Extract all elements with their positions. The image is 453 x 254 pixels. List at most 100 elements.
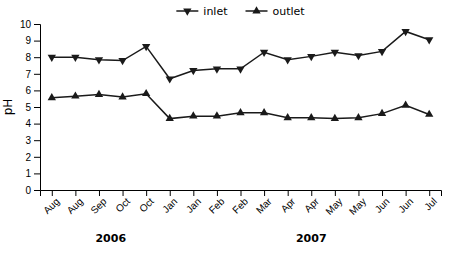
x-tick: Jun <box>396 190 415 215</box>
y-axis-title: pH <box>1 99 15 116</box>
y-tick: 3 <box>25 135 40 146</box>
series-marker <box>189 111 197 118</box>
y-tick-label: 4 <box>25 118 31 129</box>
y-tick-mark <box>34 24 40 25</box>
plot-area: 012345678910AugAugSepOctOctJanJanFebFebM… <box>20 19 442 217</box>
legend: inlet outlet <box>176 5 305 18</box>
x-tick-label: Jan <box>160 196 179 215</box>
x-axis-line <box>41 191 442 197</box>
x-tick-mark <box>99 190 100 196</box>
y-tick-mark <box>34 157 40 158</box>
series-marker <box>166 76 174 83</box>
series-marker <box>236 108 244 115</box>
y-tick-mark <box>34 57 40 58</box>
y-tick-label: 6 <box>25 85 31 96</box>
x-tick-label: Apr <box>302 195 321 214</box>
legend-item: outlet <box>246 5 306 18</box>
x-tick-label: Apr <box>279 195 298 214</box>
series-marker <box>236 66 244 73</box>
x-tick-mark <box>146 190 147 196</box>
x-tick: Apr <box>302 190 321 214</box>
x-tick-label: May <box>323 196 344 217</box>
x-tick-mark <box>288 190 289 196</box>
x-axis: AugAugSepOctOctJanJanFebFebMarAprAprMayM… <box>41 190 442 217</box>
y-tick-label: 5 <box>25 102 31 113</box>
x-tick-mark <box>264 190 265 196</box>
x-tick-mark <box>170 190 171 196</box>
series-marker <box>378 49 386 56</box>
chart: 012345678910AugAugSepOctOctJanJanFebFebM… <box>0 0 453 254</box>
series-marker <box>331 114 339 121</box>
x-tick: Jun <box>373 190 392 215</box>
series-marker <box>95 57 103 64</box>
series-line <box>52 31 429 78</box>
series-marker <box>260 50 268 57</box>
x-tick: Aug <box>65 190 85 216</box>
legend-label: inlet <box>203 5 228 18</box>
y-tick-mark <box>34 173 40 174</box>
legend-label: outlet <box>273 5 306 18</box>
x-tick: Jan <box>160 190 179 215</box>
x-tick-mark <box>382 190 383 196</box>
annotations: 20062007 <box>95 232 326 245</box>
y-tick: 2 <box>25 152 40 163</box>
x-tick-mark <box>335 190 336 196</box>
series-marker <box>71 55 79 62</box>
x-tick-mark <box>429 190 430 196</box>
x-tick-label: May <box>347 196 368 217</box>
series-marker <box>284 57 292 64</box>
x-tick-mark <box>52 190 53 196</box>
y-tick-label: 10 <box>20 19 32 30</box>
series-marker <box>142 44 150 51</box>
x-tick-mark <box>311 190 312 196</box>
x-tick-label: Aug <box>65 196 85 216</box>
series-marker <box>401 29 409 36</box>
x-tick: Jul <box>422 190 439 212</box>
x-tick-label: Sep <box>88 195 109 216</box>
y-tick: 8 <box>25 52 40 63</box>
legend-marker <box>183 9 191 16</box>
series-marker <box>354 113 362 120</box>
y-tick-label: 1 <box>25 168 31 179</box>
series-marker <box>48 55 56 62</box>
x-tick: May <box>347 190 368 217</box>
x-tick-label: Jul <box>422 196 439 213</box>
y-tick-label: 3 <box>25 135 31 146</box>
marks <box>48 29 434 121</box>
y-tick: 6 <box>25 85 40 96</box>
series-marker <box>284 113 292 120</box>
series-marker <box>213 66 221 73</box>
series-marker <box>331 50 339 57</box>
series-marker <box>354 53 362 60</box>
series-marker <box>307 54 315 61</box>
x-tick-mark <box>406 190 407 196</box>
y-tick-label: 2 <box>25 152 31 163</box>
y-tick-mark <box>34 90 40 91</box>
y-tick: 5 <box>25 102 40 113</box>
x-tick: Feb <box>207 190 227 216</box>
y-tick: 7 <box>25 69 40 80</box>
x-tick: Oct <box>113 190 132 214</box>
series-marker <box>48 93 56 100</box>
series-marker <box>378 109 386 116</box>
y-tick: 9 <box>25 35 40 46</box>
legend-marker <box>252 6 260 13</box>
series-marker <box>260 108 268 115</box>
y-tick-mark <box>34 41 40 42</box>
y-tick: 10 <box>20 19 40 30</box>
year-label: 2007 <box>296 232 327 245</box>
x-tick-mark <box>75 190 76 196</box>
series-marker <box>71 91 79 98</box>
legend-item: inlet <box>176 5 228 18</box>
y-tick: 4 <box>25 118 40 129</box>
series-marker <box>401 101 409 108</box>
x-tick-label: Aug <box>41 196 61 216</box>
series-marker <box>213 111 221 118</box>
y-tick-mark <box>34 124 40 125</box>
y-axis: 012345678910 <box>20 19 41 196</box>
series-marker <box>118 58 126 65</box>
x-tick-label: Jun <box>373 196 392 215</box>
x-tick-label: Jan <box>184 196 203 215</box>
series-marker <box>307 113 315 120</box>
series-marker <box>118 92 126 99</box>
